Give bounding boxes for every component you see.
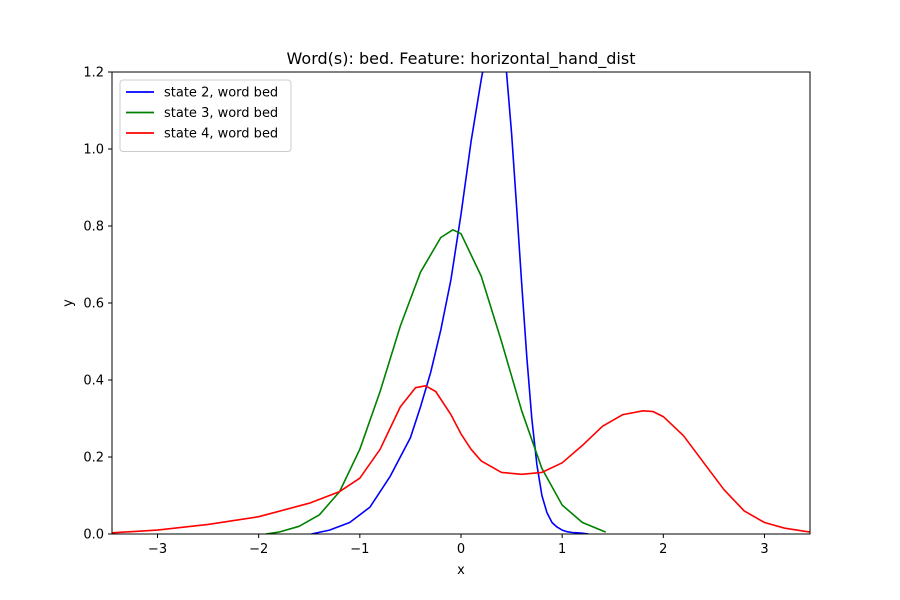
y-tick-label: 0.0	[83, 528, 104, 543]
legend-label: state 3, word bed	[164, 106, 278, 121]
series-line-1	[311, 72, 589, 534]
legend-label: state 4, word bed	[164, 127, 278, 142]
x-tick-label: 3	[760, 542, 768, 557]
y-tick-label: 0.6	[83, 297, 104, 312]
series-group	[112, 72, 810, 534]
series-line-2	[265, 229, 607, 534]
y-tick-label: 1.2	[83, 66, 104, 81]
x-tick-label: −2	[249, 542, 268, 557]
series-line-3	[112, 384, 810, 534]
y-tick-label: 0.2	[83, 451, 104, 466]
x-tick-label: −3	[148, 542, 167, 557]
x-tick-label: 0	[457, 542, 465, 557]
y-tick-label: 0.4	[83, 374, 104, 389]
y-axis-label: y	[61, 299, 76, 307]
y-tick-label: 0.8	[83, 220, 104, 235]
chart-title: Word(s): bed. Feature: horizontal_hand_d…	[287, 49, 636, 69]
x-tick-label: 2	[659, 542, 667, 557]
x-tick-label: −1	[350, 542, 369, 557]
legend: state 2, word bed state 3, word bed state …	[119, 79, 292, 152]
legend-label: state 2, word bed	[164, 86, 278, 101]
x-tick-label: 1	[558, 542, 566, 557]
axes: −3 −2 −1 0 1 2 3 0.0 0.2 0.4 0.6 0.8 1.0 1.2	[83, 66, 811, 557]
legend-box	[119, 79, 292, 152]
plot-area	[112, 72, 810, 534]
x-axis-label: x	[457, 563, 465, 578]
y-tick-label: 1.0	[83, 143, 104, 158]
